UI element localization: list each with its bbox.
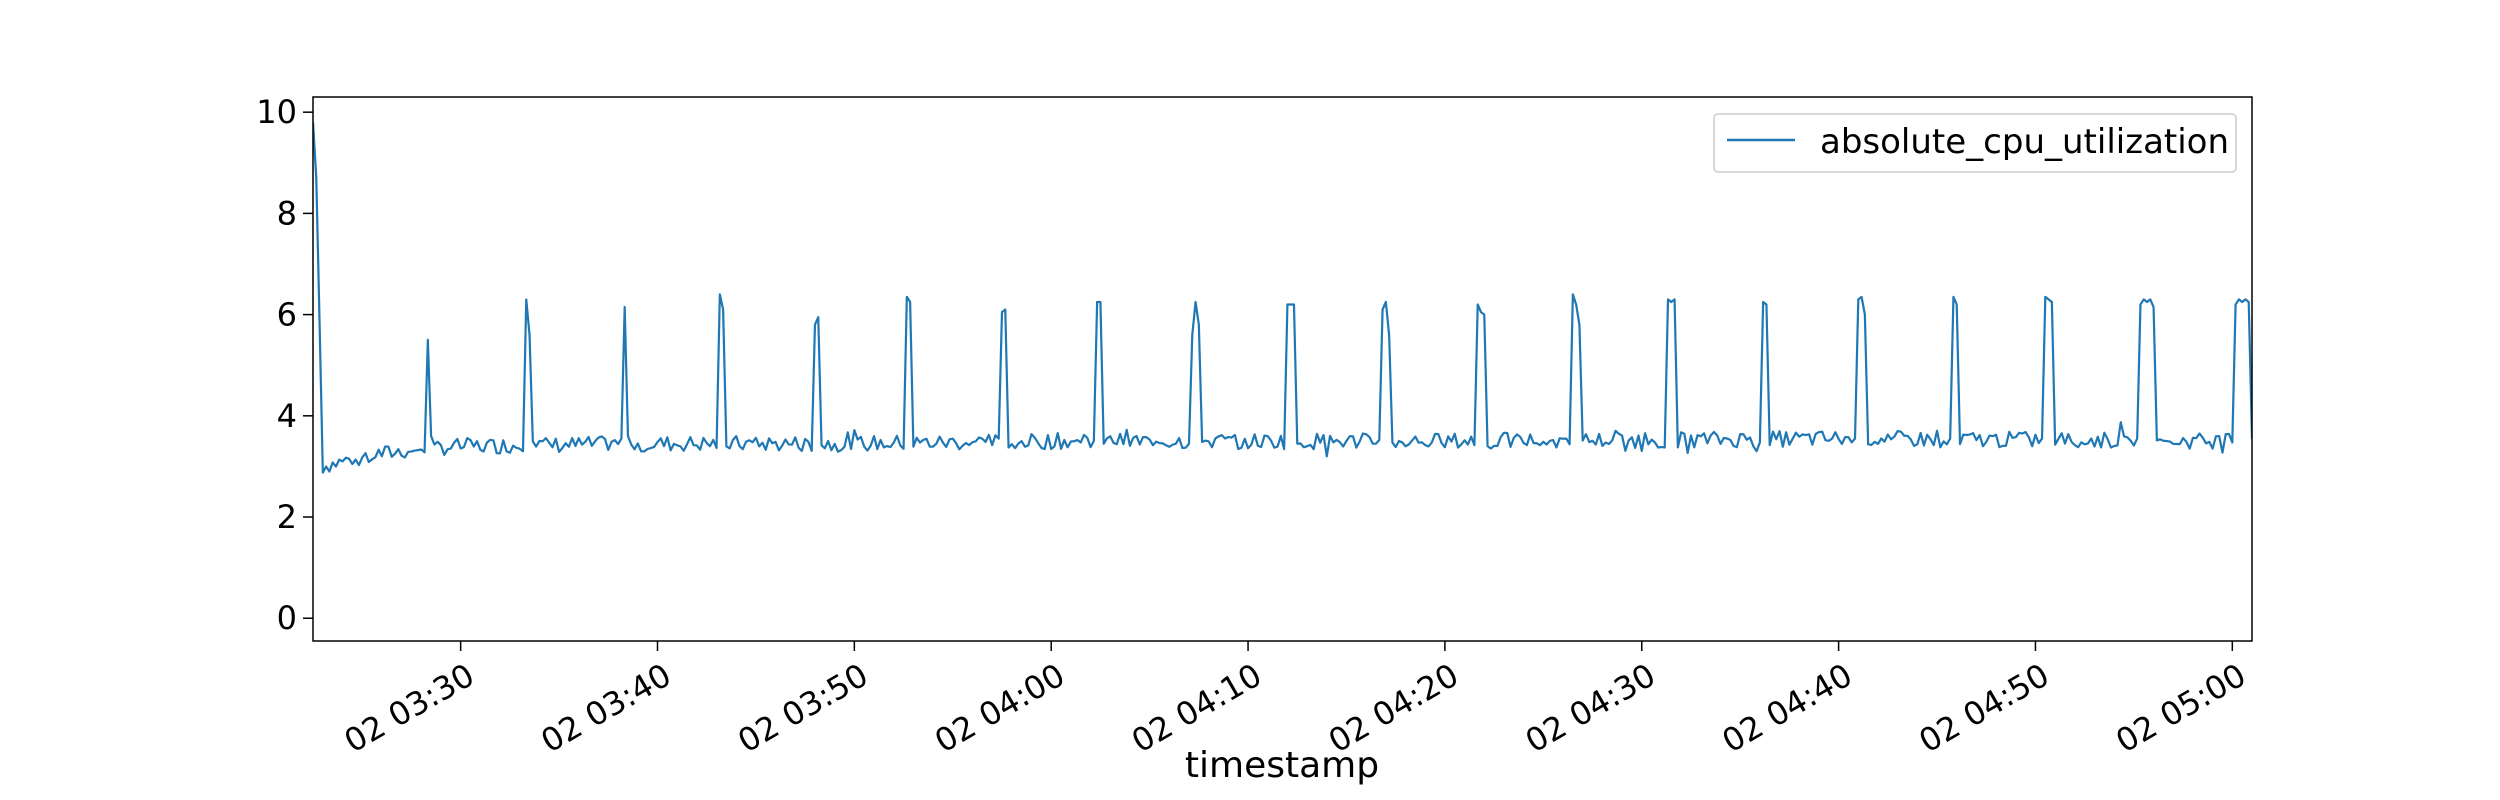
legend-label: absolute_cpu_utilization — [1820, 122, 2229, 162]
y-tick-label: 4 — [277, 397, 297, 435]
plot-area — [313, 122, 2252, 474]
x-tick-label: 02 04:30 — [1519, 656, 1662, 760]
series-line-absolute_cpu_utilization — [313, 122, 2252, 474]
legend: absolute_cpu_utilization — [1713, 113, 2237, 173]
y-axis: 0 2 4 6 8 10 — [256, 93, 313, 637]
x-tick-label: 02 04:50 — [1913, 656, 2056, 760]
x-axis: 02 03:30 02 03:40 02 03:50 02 04:00 02 04:10… — [338, 641, 2252, 760]
x-axis-title: timestamp — [1185, 745, 1379, 786]
x-tick-label: 02 05:00 — [2109, 656, 2252, 760]
y-tick-label: 0 — [277, 599, 297, 637]
x-tick-label: 02 03:50 — [731, 656, 874, 760]
y-tick-label: 2 — [277, 498, 297, 536]
legend-box — [1713, 113, 2237, 173]
plot-frame — [312, 96, 2253, 642]
x-tick-label: 02 03:30 — [338, 656, 481, 760]
y-tick-label: 6 — [277, 296, 297, 334]
x-tick-label: 02 03:40 — [535, 656, 678, 760]
x-tick-label: 02 04:00 — [928, 656, 1071, 760]
x-tick-label: 02 04:40 — [1716, 656, 1859, 760]
y-tick-label: 8 — [277, 194, 297, 232]
y-tick-label: 10 — [256, 93, 297, 131]
